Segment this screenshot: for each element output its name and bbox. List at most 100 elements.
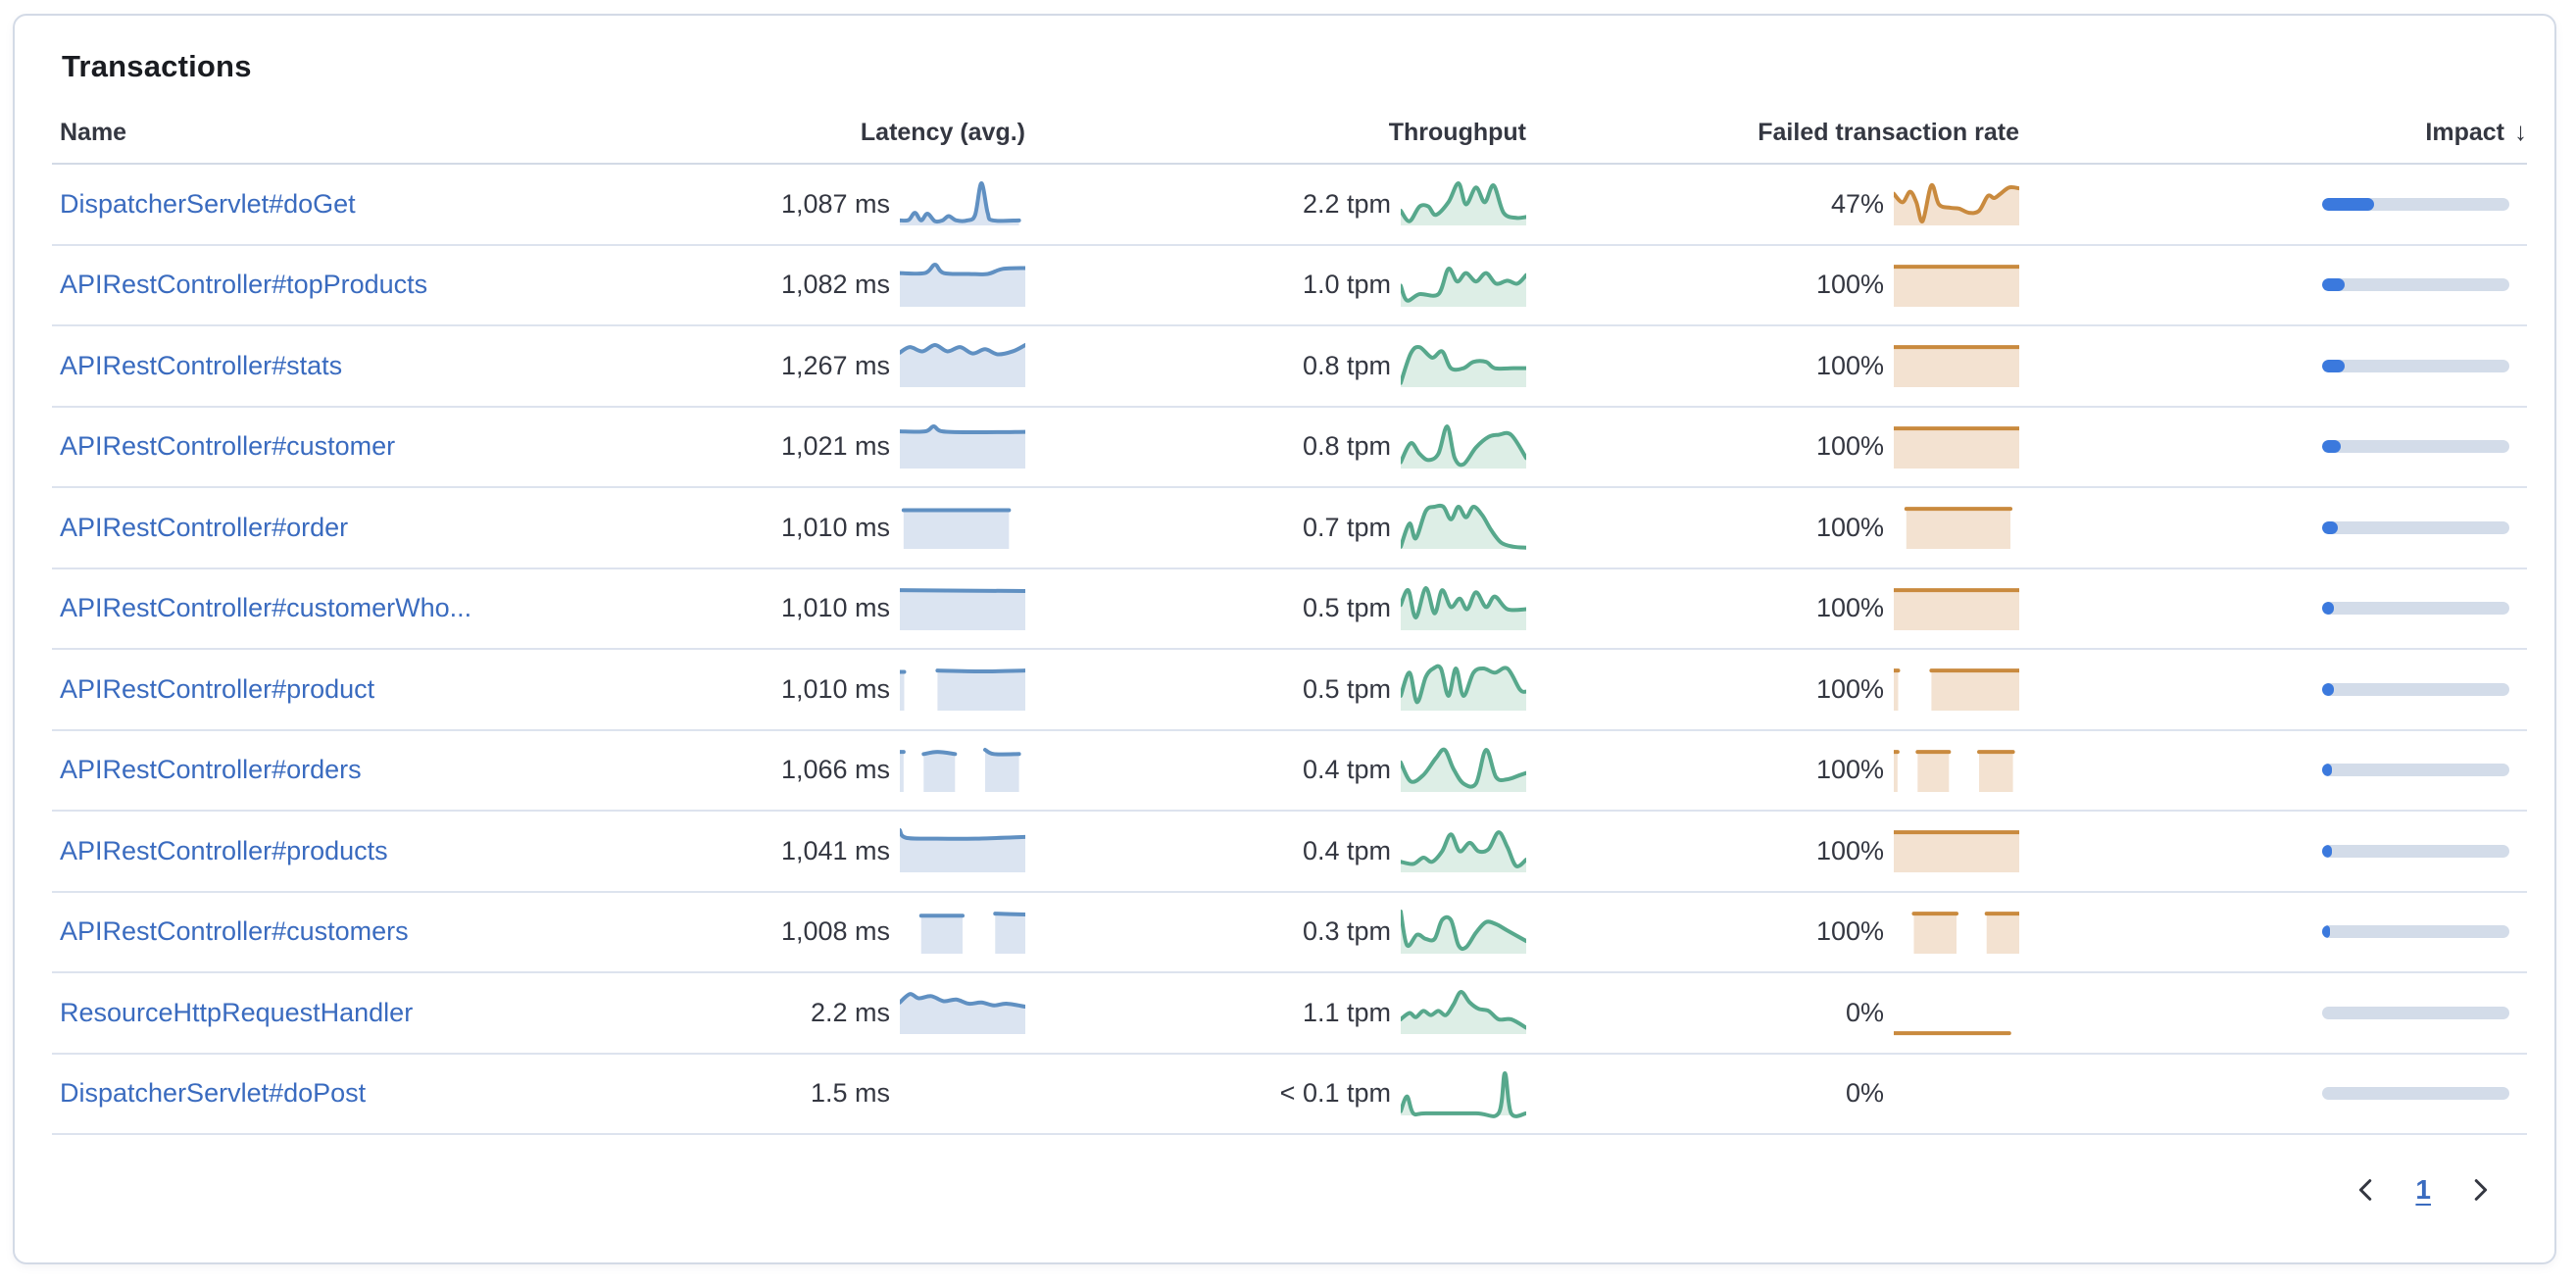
latency-sparkline (900, 907, 1025, 958)
throughput-cell: 1.1 tpm (1025, 987, 1526, 1038)
failed-rate-sparkline (1894, 745, 2019, 796)
impact-bar-fill (2322, 682, 2335, 696)
transaction-name-link[interactable]: ResourceHttpRequestHandler (60, 997, 414, 1027)
throughput-value: 0.4 tpm (1302, 755, 1391, 785)
name-cell: APIRestController#topProducts (60, 270, 621, 300)
latency-value: 1.5 ms (810, 1078, 890, 1109)
transaction-name-link[interactable]: APIRestController#order (60, 512, 349, 542)
impact-cell (2019, 359, 2527, 372)
pagination-page-1[interactable]: 1 (2411, 1174, 2435, 1206)
failed-rate-value: 0% (1845, 997, 1884, 1027)
table-row: APIRestController#product 1,010 ms 0.5 t… (52, 650, 2527, 731)
transaction-name-link[interactable]: APIRestController#customers (60, 916, 409, 947)
transaction-name-link[interactable]: APIRestController#orders (60, 755, 362, 785)
column-header-impact-label: Impact (2425, 119, 2504, 146)
latency-cell: 1,082 ms (621, 260, 1025, 311)
impact-bar (2322, 197, 2509, 211)
latency-sparkline (900, 825, 1025, 876)
latency-cell: 1,087 ms (621, 178, 1025, 229)
throughput-value: 1.1 tpm (1302, 997, 1391, 1027)
pagination: 1 (52, 1135, 2527, 1211)
failed-rate-value: 100% (1815, 835, 1884, 865)
throughput-sparkline (1401, 745, 1526, 796)
column-header-failed-rate[interactable]: Failed transaction rate (1758, 119, 2019, 146)
name-cell: DispatcherServlet#doPost (60, 1078, 621, 1109)
chevron-left-icon (2359, 1179, 2372, 1201)
failed-rate-value: 100% (1815, 593, 1884, 623)
failed-rate-cell: 100% (1526, 745, 2019, 796)
failed-rate-sparkline (1894, 260, 2019, 311)
pagination-next-button[interactable] (2458, 1168, 2502, 1211)
transaction-name-link[interactable]: DispatcherServlet#doPost (60, 1078, 367, 1109)
failed-rate-cell: 100% (1526, 583, 2019, 634)
transaction-name-link[interactable]: APIRestController#customerWho... (60, 593, 472, 623)
latency-sparkline (900, 1068, 1025, 1119)
throughput-sparkline (1401, 178, 1526, 229)
chevron-right-icon (2474, 1179, 2488, 1201)
table-row: APIRestController#customerWho... 1,010 m… (52, 569, 2527, 650)
transaction-name-link[interactable]: APIRestController#products (60, 835, 388, 865)
failed-rate-sparkline (1894, 421, 2019, 472)
impact-cell (2019, 278, 2527, 292)
impact-bar (2322, 682, 2509, 696)
throughput-sparkline (1401, 583, 1526, 634)
throughput-sparkline (1401, 987, 1526, 1038)
latency-cell: 1,010 ms (621, 664, 1025, 715)
throughput-value: 0.4 tpm (1302, 835, 1391, 865)
latency-value: 1,010 ms (780, 512, 890, 542)
failed-rate-sparkline (1894, 987, 2019, 1038)
throughput-cell: 0.7 tpm (1025, 502, 1526, 553)
latency-sparkline (900, 745, 1025, 796)
name-cell: APIRestController#products (60, 836, 621, 866)
transaction-name-link[interactable]: APIRestController#customer (60, 431, 396, 462)
throughput-sparkline (1401, 421, 1526, 472)
latency-cell: 1,008 ms (621, 907, 1025, 958)
latency-cell: 1,267 ms (621, 340, 1025, 391)
latency-cell: 1,041 ms (621, 825, 1025, 876)
failed-rate-cell: 100% (1526, 340, 2019, 391)
throughput-sparkline (1401, 1068, 1526, 1119)
throughput-value: < 0.1 tpm (1279, 1078, 1391, 1109)
latency-sparkline (900, 421, 1025, 472)
impact-bar (2322, 602, 2509, 616)
throughput-sparkline (1401, 502, 1526, 553)
latency-cell: 1,066 ms (621, 745, 1025, 796)
throughput-value: 0.8 tpm (1302, 350, 1391, 380)
impact-bar (2322, 1087, 2509, 1101)
column-header-latency[interactable]: Latency (avg.) (860, 119, 1025, 146)
latency-sparkline (900, 178, 1025, 229)
failed-rate-sparkline (1894, 178, 2019, 229)
failed-rate-cell: 0% (1526, 987, 2019, 1038)
impact-cell (2019, 1087, 2527, 1101)
transaction-name-link[interactable]: DispatcherServlet#doGet (60, 188, 356, 219)
table-row: APIRestController#customers 1,008 ms 0.3… (52, 893, 2527, 973)
throughput-value: 0.5 tpm (1302, 673, 1391, 704)
impact-cell (2019, 602, 2527, 616)
table-row: APIRestController#products 1,041 ms 0.4 … (52, 812, 2527, 893)
failed-rate-sparkline (1894, 502, 2019, 553)
table-row: APIRestController#order 1,010 ms 0.7 tpm… (52, 488, 2527, 569)
transaction-name-link[interactable]: APIRestController#stats (60, 350, 343, 380)
failed-rate-cell: 0% (1526, 1068, 2019, 1119)
impact-cell (2019, 844, 2527, 858)
table-row: DispatcherServlet#doGet 1,087 ms 2.2 tpm… (52, 165, 2527, 246)
column-header-impact[interactable]: Impact ↓ (2019, 117, 2527, 147)
name-cell: APIRestController#customer (60, 431, 621, 462)
impact-cell (2019, 764, 2527, 777)
impact-bar-fill (2322, 844, 2332, 858)
transaction-name-link[interactable]: APIRestController#topProducts (60, 270, 428, 300)
latency-sparkline (900, 583, 1025, 634)
latency-value: 1,087 ms (780, 188, 890, 219)
pagination-prev-button[interactable] (2345, 1168, 2388, 1211)
throughput-value: 0.5 tpm (1302, 593, 1391, 623)
failed-rate-sparkline (1894, 583, 2019, 634)
throughput-sparkline (1401, 825, 1526, 876)
impact-bar (2322, 925, 2509, 939)
table-row: ResourceHttpRequestHandler 2.2 ms 1.1 tp… (52, 973, 2527, 1055)
throughput-sparkline (1401, 260, 1526, 311)
name-cell: APIRestController#product (60, 674, 621, 705)
transaction-name-link[interactable]: APIRestController#product (60, 673, 375, 704)
throughput-sparkline (1401, 907, 1526, 958)
failed-rate-value: 47% (1830, 188, 1884, 219)
column-header-throughput[interactable]: Throughput (1388, 119, 1526, 146)
